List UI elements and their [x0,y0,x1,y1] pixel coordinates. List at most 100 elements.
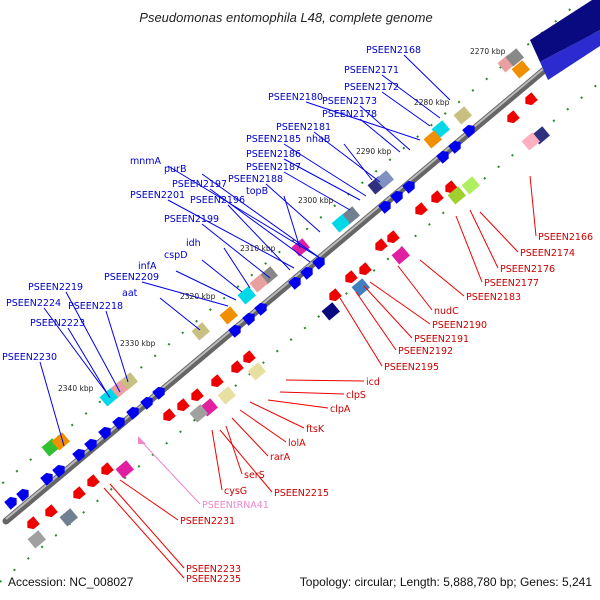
gene-label-reverse: clpS [346,390,366,401]
gene-label-forward: PSEEN2230 [2,352,57,363]
reverse-gene-arrow [231,360,244,374]
blue-leader-line [43,307,107,393]
kbp-label: 2320 kbp [180,292,216,301]
blue-leader-line [39,361,65,447]
gene-block [217,386,236,405]
gene-label-reverse: PSEEN2235 [186,574,241,585]
blue-leader-line [381,91,431,127]
gene-label-forward: PSEEN2201 [130,190,185,201]
gene-block [461,176,480,195]
red-leader-line [469,209,499,269]
blue-leader-line [141,281,229,307]
forward-gene-arrow [288,276,301,290]
red-leader-line [109,483,185,569]
gene-block [27,530,46,549]
kbp-label: 2270 kbp [470,47,506,56]
map-title: Pseudomonas entomophila L48, complete ge… [139,10,432,25]
gene-label-forward: PSEEN2197 [172,179,227,190]
gene-label-forward: PSEEN2218 [68,301,123,312]
red-leader-line [103,487,185,579]
gene-label-reverse: PSEEN2233 [186,564,241,575]
reverse-gene-arrow [525,92,538,106]
forward-gene-arrow [152,386,165,400]
forward-gene-arrow [402,180,415,194]
gene-label-reverse: PSEEN2195 [384,362,439,373]
genome-backbone [2,26,596,525]
blue-leader-line [167,199,295,269]
reverse-gene-arrow [177,398,190,412]
gene-label-reverse: nudC [434,306,459,317]
reverse-gene-arrow [329,288,342,302]
forward-gene-arrow [448,140,461,154]
gene-label-reverse: PSEEN2174 [520,248,575,259]
gene-label-forward: PSEEN2209 [104,272,159,283]
gene-label-forward: PSEEN2186 [246,149,301,160]
gene-label-forward: PSEEN2224 [6,298,61,309]
blue-leader-line [159,297,201,331]
gene-label-reverse: clpA [330,404,351,415]
blue-leader-line [359,105,411,151]
forward-gene-arrow [52,464,65,478]
gene-block [331,214,350,233]
gene-label-reverse: PSEEN2190 [432,320,487,331]
reverse-gene-arrow [191,388,204,402]
red-leader-line [397,265,433,311]
gene-label-reverse: PSEEN2183 [466,292,521,303]
gene-block [530,0,600,62]
gene-label-reverse: PSEEN2176 [500,264,555,275]
gene-block [453,106,472,125]
blue-leader-line [175,270,237,301]
forward-gene-arrow [16,488,29,502]
forward-gene-arrow [72,448,85,462]
gene-block [423,130,442,149]
reverse-gene-arrow [359,262,372,276]
forward-gene-arrow [98,426,111,440]
gene-label-forward: idh [186,238,201,249]
forward-gene-arrow [126,406,139,420]
gene-block [99,388,118,407]
red-leader-line [249,401,305,429]
gene-label-forward: PSEEN2168 [366,45,421,56]
red-leader-line [225,425,243,475]
gene-label-trna: PSEENtRNA41 [202,500,269,511]
gene-label-forward: cspD [164,250,188,261]
blue-leader-line [283,195,301,249]
red-leader-line [279,391,345,395]
gene-label-reverse: PSEEN2191 [414,334,469,345]
blue-leader-line [343,143,373,181]
gene-label-forward: infA [138,261,157,272]
gene-label-reverse: PSEEN2215 [274,488,329,499]
reverse-gene-arrow [507,110,520,124]
gene-block [447,186,466,205]
gene-label-forward: PSEEN2172 [344,82,399,93]
gene-label-forward: PSEEN2185 [246,134,301,145]
gene-label-reverse: rarA [270,452,291,463]
blue-leader-line [105,310,129,383]
gene-block [189,404,208,423]
gene-block [219,306,238,325]
forward-gene-arrow [84,438,97,452]
reverse-gene-arrow [375,238,388,252]
blue-leader-line [167,165,321,259]
gene-block [51,432,70,451]
red-leader-line [119,479,179,521]
forward-gene-arrow [254,302,267,316]
gene-block [237,286,256,305]
kbp-label: 2310 kbp [240,244,276,253]
forward-gene-arrow [228,324,241,338]
blue-leader-line [313,131,381,183]
blue-leader-line [67,327,111,399]
gene-label-forward: mnmA [130,156,162,167]
reverse-gene-arrow [211,374,224,388]
reverse-gene-arrow [45,504,58,518]
gene-label-reverse: lolA [288,438,306,449]
gene-label-forward: purB [164,164,186,175]
reverse-gene-arrow [27,516,40,530]
gene-block [375,170,394,189]
kbp-label: 2300 kbp [298,196,334,205]
forward-gene-arrow [112,416,125,430]
gene-label-reverse: icd [366,377,380,388]
gene-block [59,508,78,527]
red-leader-line [339,297,383,367]
